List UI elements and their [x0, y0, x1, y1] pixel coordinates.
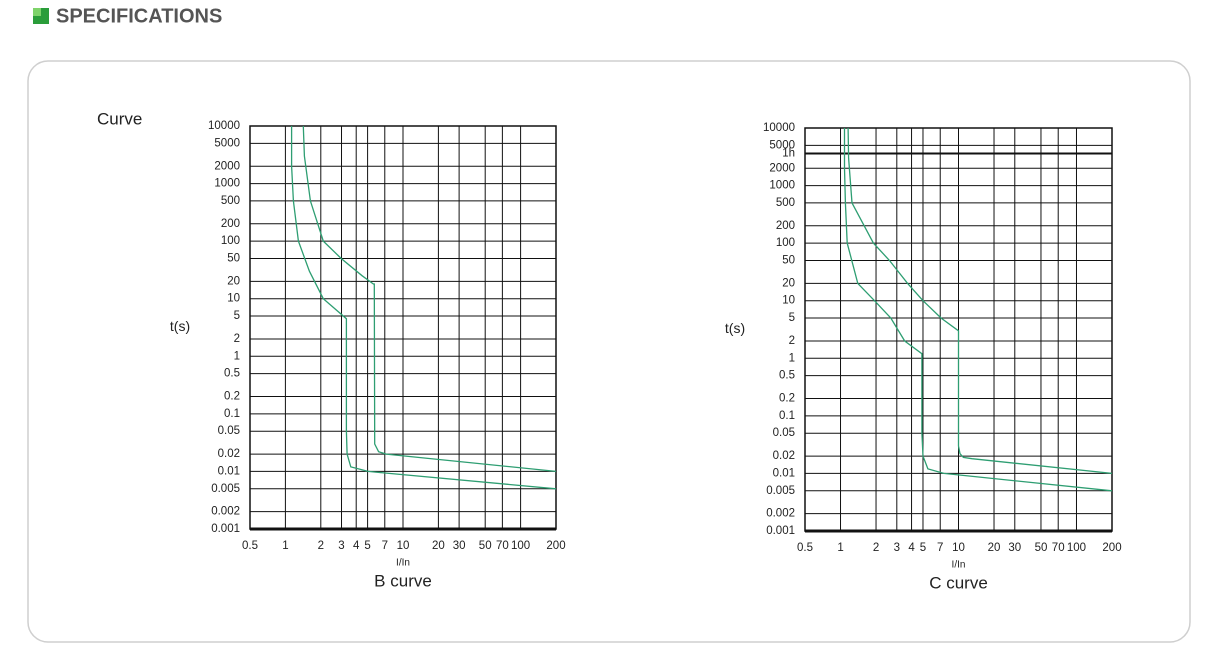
y-axis-label: t(s)	[725, 320, 745, 336]
x-tick-label: 70	[496, 540, 509, 552]
curve	[843, 128, 1113, 492]
section-title: SPECIFICATIONS	[56, 5, 222, 27]
y-tick-label: 5	[234, 310, 240, 322]
x-axis-label: I/In	[952, 560, 966, 571]
x-tick-label: 50	[1035, 542, 1048, 554]
y-tick-label: 2000	[214, 160, 240, 172]
x-tick-label: 2	[873, 542, 879, 554]
y-tick-label: 50	[782, 255, 795, 267]
y-tick-label: 1	[789, 352, 795, 364]
x-tick-label: 5	[920, 542, 926, 554]
x-tick-label: 1	[282, 540, 288, 552]
x-tick-label: 2	[318, 540, 324, 552]
x-tick-label: 10	[952, 542, 965, 554]
y-tick-label: 0.05	[773, 427, 795, 439]
x-tick-label: 7	[937, 542, 943, 554]
y-tick-label: 10	[782, 295, 795, 307]
y-tick-label: 0.2	[779, 393, 795, 405]
y-tick-label: 0.01	[218, 465, 240, 477]
y-tick-label: 20	[782, 277, 795, 289]
x-tick-label: 70	[1052, 542, 1065, 554]
x-tick-label: 100	[1067, 542, 1086, 554]
x-tick-label: 5	[364, 540, 370, 552]
x-tick-label: 0.5	[242, 540, 258, 552]
y-tick-label: 0.5	[779, 370, 795, 382]
x-tick-label: 3	[338, 540, 344, 552]
y-tick-label: 0.005	[766, 485, 795, 497]
y-tick-label: 10000	[208, 120, 240, 132]
y-axis-label: t(s)	[170, 318, 190, 334]
x-tick-label: 50	[479, 540, 492, 552]
chart-title: B curve	[374, 571, 432, 590]
y-tick-label: 0.005	[211, 483, 240, 495]
x-tick-label: 20	[432, 540, 445, 552]
x-tick-label: 4	[908, 542, 915, 554]
y-tick-label: 2	[234, 333, 240, 345]
y-tick-label: 0.02	[218, 448, 240, 460]
chart-title: C curve	[929, 573, 988, 592]
y-tick-label: 0.001	[211, 523, 240, 535]
curve	[847, 127, 1113, 475]
y-tick-label: 0.001	[766, 525, 795, 537]
y-tick-label: 2	[789, 335, 795, 347]
curve	[290, 126, 557, 490]
panel-label: Curve	[97, 109, 142, 128]
y-tick-label: 0.002	[211, 506, 240, 518]
section-icon-highlight	[33, 8, 41, 16]
y-tick-label: 100	[221, 235, 240, 247]
x-tick-label: 0.5	[797, 542, 813, 554]
y-tick-label: 0.1	[779, 410, 795, 422]
y-tick-label: 1000	[769, 180, 795, 192]
x-tick-label: 20	[988, 542, 1001, 554]
y-tick-label: 200	[776, 220, 795, 232]
y-tick-label: 2000	[769, 162, 795, 174]
x-tick-label: 3	[894, 542, 900, 554]
x-tick-label: 200	[546, 540, 565, 552]
y-tick-label: 500	[221, 195, 240, 207]
y-tick-label: 0.05	[218, 425, 240, 437]
x-tick-label: 30	[453, 540, 466, 552]
x-tick-label: 4	[353, 540, 360, 552]
y-tick-label: 200	[221, 218, 240, 230]
y-tick-label: 100	[776, 237, 795, 249]
y-tick-label: 0.02	[773, 450, 795, 462]
y-tick-label: 0.1	[224, 408, 240, 420]
x-tick-label: 1	[837, 542, 843, 554]
x-tick-label: 100	[511, 540, 530, 552]
panel	[27, 60, 1191, 643]
y-tick-label: 50	[227, 253, 240, 265]
x-tick-label: 200	[1102, 542, 1121, 554]
x-tick-label: 7	[382, 540, 388, 552]
y-tick-label: 10	[227, 293, 240, 305]
y-tick-label: 0.5	[224, 368, 240, 380]
curve	[302, 125, 557, 473]
y-tick-label: 0.2	[224, 391, 240, 403]
y-tick-label: 1000	[214, 178, 240, 190]
x-tick-label: 30	[1008, 542, 1021, 554]
y-tick-label: 0.01	[773, 467, 795, 479]
y-tick-label: 5000	[769, 139, 795, 151]
y-tick-label: 10000	[763, 122, 795, 134]
y-tick-label: 5	[789, 312, 795, 324]
x-axis-label: I/In	[396, 558, 410, 569]
y-tick-label: 1	[234, 350, 240, 362]
y-tick-label: 1h	[782, 148, 795, 160]
x-tick-label: 10	[397, 540, 410, 552]
y-tick-label: 500	[776, 197, 795, 209]
y-tick-label: 0.002	[766, 508, 795, 520]
y-tick-label: 20	[227, 275, 240, 287]
y-tick-label: 5000	[214, 137, 240, 149]
